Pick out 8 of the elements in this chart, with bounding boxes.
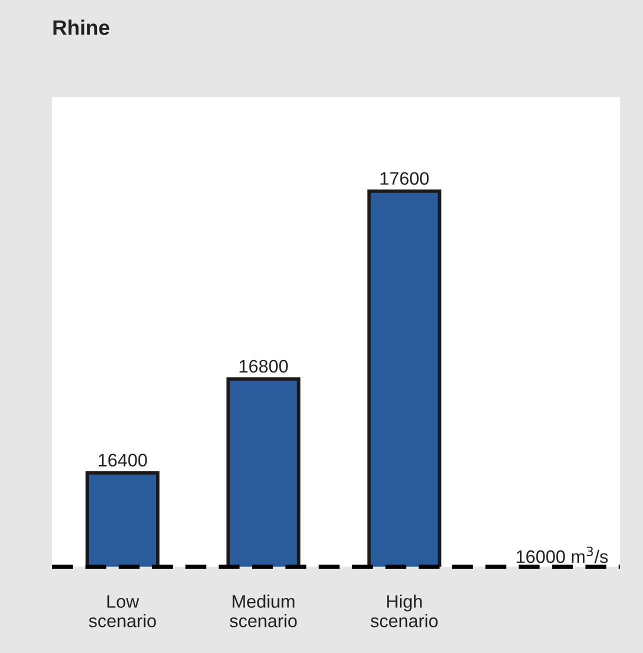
x-tick-label: Medium scenario (230, 594, 297, 628)
data-label: 17600 (380, 172, 429, 185)
chart-title: Rhine (53, 20, 110, 35)
x-tick-label: High scenario (370, 594, 438, 628)
data-label: 16800 (240, 360, 288, 373)
x-tick-label: Low scenario (88, 595, 156, 628)
data-label: 16400 (98, 454, 147, 467)
ref-line-label: 16000 m$^{3}$/s (516, 546, 608, 564)
